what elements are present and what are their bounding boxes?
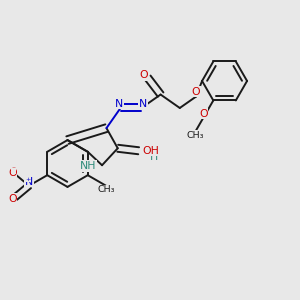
Text: H: H: [149, 152, 158, 162]
Text: ⁻: ⁻: [11, 165, 16, 174]
Text: O: O: [199, 109, 208, 119]
Text: O: O: [192, 87, 200, 97]
Text: OH: OH: [142, 146, 159, 156]
Text: O: O: [140, 70, 148, 80]
Text: CH₃: CH₃: [186, 131, 204, 140]
Text: O: O: [8, 194, 17, 204]
Text: NH: NH: [80, 161, 97, 171]
Text: N: N: [139, 99, 147, 109]
Text: CH₃: CH₃: [97, 185, 115, 194]
Text: +: +: [25, 177, 30, 182]
Text: O: O: [8, 167, 17, 178]
Text: N: N: [25, 177, 33, 187]
Text: N: N: [115, 99, 123, 109]
